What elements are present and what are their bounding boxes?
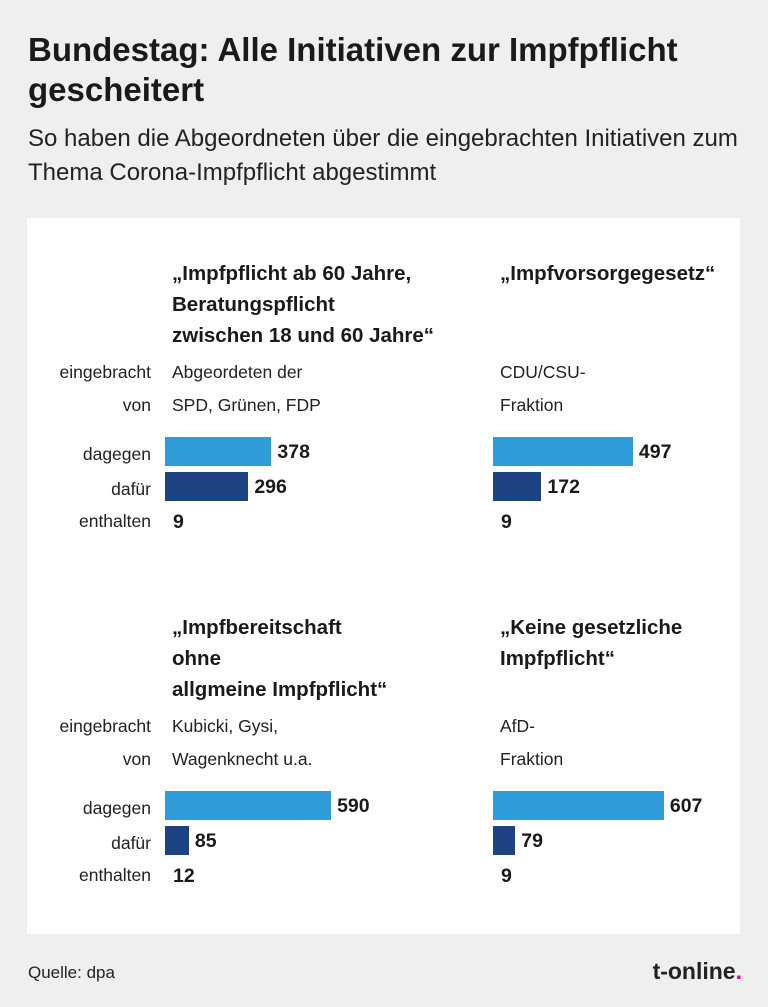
bar-against <box>493 791 664 820</box>
bar-for <box>165 826 189 855</box>
proposal-title: „Impfvorsorgegesetz“ <box>500 262 716 285</box>
chart-title: Bundestag: Alle Initiativen zur Impfpfli… <box>28 31 678 108</box>
value-against: 378 <box>277 441 310 463</box>
value-for: 85 <box>194 830 217 852</box>
bar-against <box>165 791 332 820</box>
bar-for <box>165 472 249 501</box>
value-against: 497 <box>638 441 672 463</box>
row-label-submitted-von: von <box>122 395 151 415</box>
source-note: Quelle: dpa <box>28 963 115 982</box>
value-abstained: 12 <box>173 865 195 887</box>
row-label-abstained: enthalten <box>78 511 151 531</box>
proposal-title: „Keine gesetzliche Impfpflicht“ <box>500 616 683 670</box>
value-against: 590 <box>337 795 370 817</box>
row-label-submitted: eingebracht <box>59 716 151 736</box>
proposal-submitted-by: AfD- Fraktion <box>500 716 564 769</box>
bar-against <box>165 437 272 466</box>
row-label-against: dagegen <box>82 798 151 818</box>
proposal-submitted-by: CDU/CSU- Fraktion <box>500 362 586 415</box>
brand-dot: . <box>735 958 742 984</box>
bar-for <box>493 826 516 855</box>
value-against: 607 <box>669 795 703 817</box>
bar-for <box>493 472 542 501</box>
value-for: 172 <box>547 476 580 498</box>
row-label-for: dafür <box>111 479 151 499</box>
brand-text: t-online <box>652 958 736 984</box>
value-for: 79 <box>521 830 543 852</box>
value-abstained: 9 <box>173 511 184 533</box>
row-label-submitted: eingebracht <box>59 362 151 382</box>
value-abstained: 9 <box>501 865 512 887</box>
chart-panel: „Impfpflicht ab 60 Jahre, Beratungspflic… <box>27 218 740 934</box>
chart-subtitle: So haben die Abgeordneten über die einge… <box>28 125 738 186</box>
row-label-abstained: enthalten <box>78 865 151 885</box>
value-for: 296 <box>254 476 287 498</box>
value-abstained: 9 <box>501 511 512 533</box>
proposal-title: „Impfpflicht ab 60 Jahre, Beratungspflic… <box>172 262 435 347</box>
brand-logo: t-online. <box>653 958 742 985</box>
bar-against <box>493 437 633 466</box>
row-label-against: dagegen <box>82 444 151 464</box>
row-label-submitted-von: von <box>122 749 151 769</box>
row-label-for: dafür <box>111 833 151 853</box>
proposal-submitted-by: Kubicki, Gysi, Wagenknecht u.a. <box>172 716 313 769</box>
proposal-submitted-by: Abgeordeten der SPD, Grünen, FDP <box>172 362 321 415</box>
proposal-title: „Impfbereitschaft ohne allgmeine Impfpfl… <box>172 616 388 701</box>
